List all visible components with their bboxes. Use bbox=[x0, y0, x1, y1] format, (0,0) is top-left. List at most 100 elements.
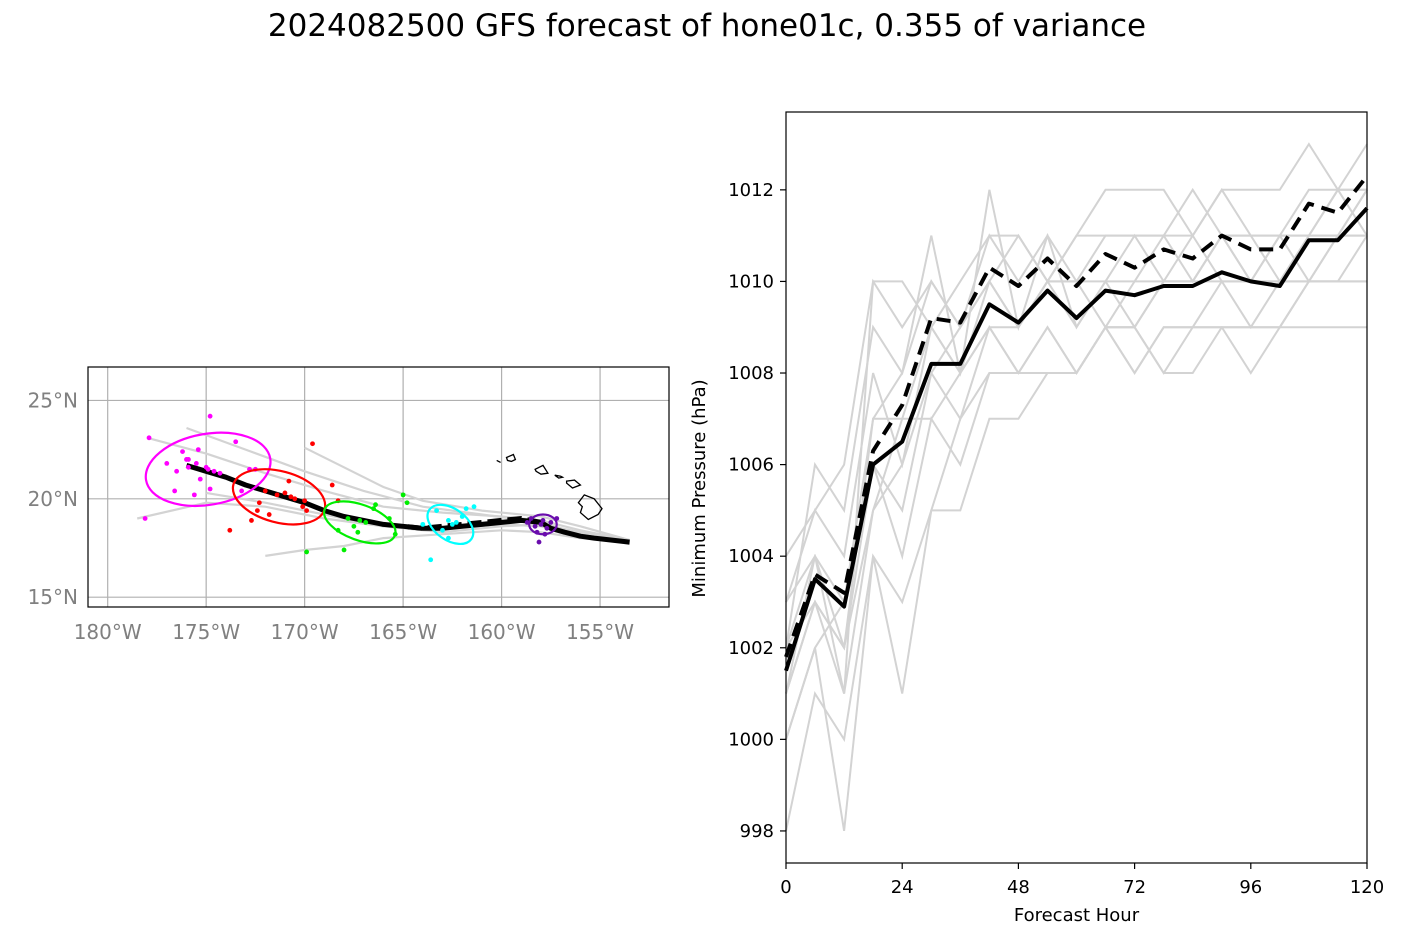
pressure-yaxis-label: Minimum Pressure (hPa) bbox=[689, 379, 710, 597]
forecast-point-96h bbox=[434, 508, 439, 514]
island-coastline bbox=[505, 453, 517, 463]
forecast-point-72h bbox=[355, 529, 361, 535]
map-frame bbox=[87, 366, 670, 608]
map-xtick-label: 180°W bbox=[74, 620, 142, 644]
forecast-point-72h bbox=[400, 492, 406, 498]
forecast-point-48h bbox=[254, 508, 260, 514]
forecast-point-24h bbox=[142, 516, 148, 521]
pressure-xtick-label: 48 bbox=[1007, 877, 1030, 898]
forecast-point-24h bbox=[211, 468, 217, 474]
pressure-chart-panel: 0 24 48 72 96 120 998 1000 1002 1004 1006 1008 1010 1… bbox=[689, 111, 1384, 926]
forecast-point-24h bbox=[146, 435, 152, 441]
island-coastline bbox=[565, 479, 582, 489]
map-ytick-label: 20°N bbox=[28, 487, 78, 511]
ensemble-pressure-line bbox=[785, 280, 1367, 694]
forecast-point-48h bbox=[266, 512, 272, 517]
map-xtick-label: 175°W bbox=[172, 620, 240, 644]
forecast-point-48h bbox=[262, 488, 268, 494]
forecast-point-72h bbox=[345, 516, 351, 521]
pressure-plot-background bbox=[786, 112, 1367, 863]
forecast-point-72h bbox=[341, 547, 347, 553]
dashed-track bbox=[402, 515, 542, 531]
mean-pressure-line bbox=[784, 206, 1369, 672]
forecast-point-48h bbox=[286, 478, 292, 484]
forecast-point-96h bbox=[420, 521, 426, 527]
forecast-point-24h bbox=[205, 466, 211, 472]
ensemble-pressure-line bbox=[785, 187, 1368, 694]
pressure-ytick-label: 1012 bbox=[728, 180, 774, 201]
forecast-point-96h bbox=[428, 557, 434, 563]
pressure-ytick-label: 1000 bbox=[728, 729, 774, 750]
forecast-point-24h bbox=[191, 492, 197, 498]
forecast-point-24h bbox=[239, 488, 245, 494]
forecast-point-72h bbox=[373, 502, 378, 508]
pressure-ytick-label: 1004 bbox=[728, 546, 774, 567]
uncertainty-ellipse-24h bbox=[144, 431, 272, 507]
pressure-ytick-label: 998 bbox=[740, 821, 774, 842]
forecast-point-48h bbox=[256, 500, 262, 506]
forecast-point-24h bbox=[184, 457, 189, 462]
map-ytick-label: 15°N bbox=[28, 585, 78, 609]
forecast-point-72h bbox=[304, 549, 310, 555]
island-coastline bbox=[554, 474, 565, 479]
forecast-point-24h bbox=[207, 486, 213, 492]
forecast-point-48h bbox=[288, 494, 294, 500]
forecast-point-24h bbox=[233, 439, 239, 445]
island-coastline bbox=[496, 459, 501, 463]
forecast-point-72h bbox=[351, 523, 357, 529]
ensemble-track bbox=[146, 436, 630, 542]
pressure-xtick-label: 24 bbox=[891, 877, 914, 898]
figure-title: 2024082500 GFS forecast of hone01c, 0.35… bbox=[267, 8, 1147, 44]
forecast-point-24h bbox=[193, 460, 199, 466]
map-xtick-label: 165°W bbox=[369, 620, 437, 644]
forecast-point-120h bbox=[532, 523, 538, 529]
pressure-ytick-label: 1006 bbox=[728, 455, 774, 476]
forecast-point-48h bbox=[329, 482, 335, 488]
forecast-point-120h bbox=[544, 525, 550, 531]
forecast-point-24h bbox=[207, 413, 213, 419]
forecast-point-96h bbox=[449, 521, 455, 527]
forecast-point-24h bbox=[174, 468, 180, 474]
map-xtick-label: 170°W bbox=[271, 620, 339, 644]
pressure-ytick-label: 1008 bbox=[728, 363, 774, 384]
forecast-point-48h bbox=[274, 492, 280, 498]
pressure-xtick-label: 120 bbox=[1350, 877, 1384, 898]
forecast-point-24h bbox=[197, 476, 203, 482]
forecast-point-48h bbox=[227, 527, 233, 533]
map-ytick-label: 25°N bbox=[28, 388, 78, 412]
track-map-panel: 180°W 175°W 170°W 165°W 160°W 155°W 15°N 20°N 25… bbox=[28, 366, 670, 644]
island-coastline bbox=[577, 494, 603, 521]
forecast-point-24h bbox=[186, 464, 191, 470]
forecast-point-48h bbox=[292, 496, 298, 502]
dashed-pressure-line bbox=[784, 174, 1369, 658]
forecast-point-72h bbox=[363, 520, 369, 525]
map-background bbox=[88, 367, 669, 607]
forecast-point-24h bbox=[180, 449, 185, 454]
forecast-point-96h bbox=[440, 527, 445, 533]
map-xtick-label: 160°W bbox=[468, 620, 536, 644]
forecast-point-96h bbox=[446, 535, 451, 541]
forecast-point-72h bbox=[357, 518, 363, 523]
forecast-point-120h bbox=[536, 539, 542, 545]
forecast-point-48h bbox=[302, 498, 308, 504]
forecast-point-96h bbox=[471, 504, 477, 510]
forecast-point-48h bbox=[249, 518, 254, 523]
forecast-point-48h bbox=[300, 504, 306, 510]
pressure-xtick-label: 72 bbox=[1123, 877, 1146, 898]
forecast-point-24h bbox=[172, 488, 178, 494]
forecast-point-48h bbox=[282, 490, 288, 496]
forecast-point-120h bbox=[538, 521, 544, 527]
pressure-ytick-label: 1010 bbox=[728, 271, 774, 292]
pressure-frame bbox=[785, 111, 1368, 864]
map-xtick-label: 155°W bbox=[566, 620, 634, 644]
forecast-point-48h bbox=[304, 508, 310, 514]
forecast-point-24h bbox=[195, 447, 201, 453]
pressure-xtick-label: 0 bbox=[780, 877, 791, 898]
uncertainty-ellipse-72h bbox=[323, 500, 397, 545]
forecast-point-24h bbox=[164, 460, 170, 466]
pressure-xaxis-label: Forecast Hour bbox=[1014, 905, 1140, 926]
uncertainty-ellipse-96h bbox=[426, 503, 475, 546]
forecast-point-96h bbox=[446, 518, 451, 523]
forecast-point-24h bbox=[217, 470, 223, 476]
